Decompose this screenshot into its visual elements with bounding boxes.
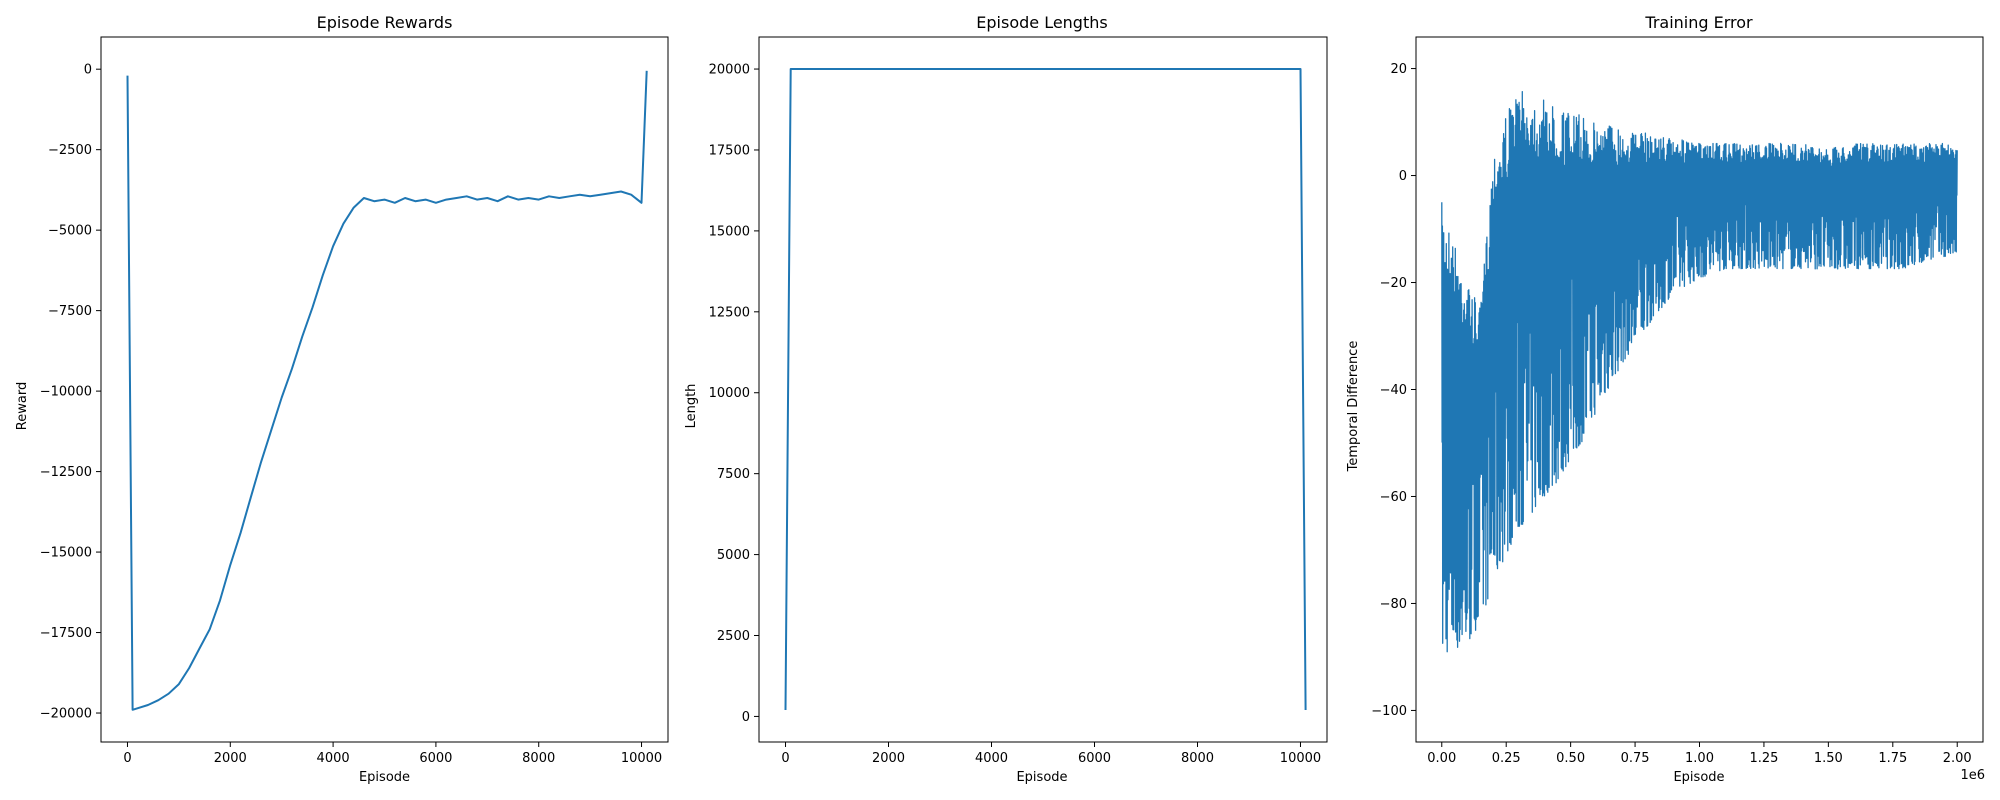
y-axis-label: Length	[684, 384, 699, 429]
y-tick-label: −12500	[40, 465, 92, 480]
y-tick-label: −2500	[48, 143, 92, 158]
chart-title: Episode Lengths	[976, 13, 1107, 32]
x-tick-label: 1.25	[1749, 751, 1778, 766]
y-tick-label: 2500	[717, 629, 750, 644]
x-tick-label: 2000	[214, 751, 247, 766]
x-tick-label: 1.00	[1685, 751, 1714, 766]
y-tick-label: −15000	[40, 546, 92, 561]
plot-frame	[1415, 36, 1984, 743]
x-tick-label: 0	[781, 751, 789, 766]
tick-group: 0.00 0.25 0.50 0.75 1.00 1.25 1.50 1.75 2.00 20 0 −…	[1371, 62, 1971, 766]
y-tick-label: 0	[1399, 169, 1407, 184]
y-tick-label: −7500	[48, 304, 92, 319]
tick-group: 0 2000 4000 6000 8000 10000 0 2500 5000 7500 10000…	[709, 63, 1322, 766]
y-tick-label: −100	[1371, 704, 1407, 719]
y-tick-label: 12500	[709, 305, 750, 320]
y-axis-label: Reward	[15, 382, 30, 430]
series-group	[126, 70, 648, 711]
x-tick-label: 0.75	[1621, 751, 1650, 766]
y-tick-label: 5000	[717, 548, 750, 563]
x-tick-label: 4000	[317, 751, 350, 766]
subplot-training-error: Training Error Episode Temporal Differen…	[1346, 13, 1985, 785]
x-tick-label: 2.00	[1943, 751, 1972, 766]
y-tick-label: −5000	[48, 224, 92, 239]
subplot-episode-lengths: Episode Lengths Episode Length 0 2000 4000…	[684, 13, 1328, 785]
x-tick-label: 0.00	[1427, 751, 1456, 766]
x-axis-multiplier: 1e6	[1960, 768, 1985, 783]
x-tick-label: 2000	[872, 751, 905, 766]
x-tick-label: 0.50	[1556, 751, 1585, 766]
y-tick-label: −10000	[40, 385, 92, 400]
y-tick-label: 15000	[709, 224, 750, 239]
x-tick-label: 1.50	[1814, 751, 1843, 766]
x-axis-label: Episode	[1673, 770, 1724, 785]
x-tick-label: 4000	[975, 751, 1008, 766]
y-tick-label: −60	[1380, 490, 1407, 505]
series-line	[784, 68, 1307, 711]
x-tick-label: 0	[123, 751, 131, 766]
series-group	[1441, 90, 1958, 653]
x-axis-label: Episode	[1016, 770, 1067, 785]
y-axis-label: Temporal Difference	[1346, 341, 1361, 473]
x-tick-label: 6000	[1078, 751, 1111, 766]
x-tick-label: 0.25	[1492, 751, 1521, 766]
series-line	[1441, 90, 1958, 653]
x-tick-label: 1.75	[1878, 751, 1907, 766]
plot-frame	[100, 36, 669, 743]
y-tick-label: 7500	[717, 467, 750, 482]
y-tick-label: 17500	[709, 143, 750, 158]
x-tick-label: 10000	[621, 751, 662, 766]
series-group	[784, 68, 1307, 711]
y-tick-label: −20	[1380, 276, 1407, 291]
chart-title: Episode Rewards	[317, 13, 453, 32]
chart-title: Training Error	[1644, 13, 1753, 32]
y-tick-label: 10000	[709, 386, 750, 401]
x-axis-label: Episode	[359, 770, 410, 785]
x-tick-label: 8000	[1181, 751, 1214, 766]
y-tick-label: 0	[742, 710, 750, 725]
plot-frame	[758, 36, 1328, 743]
y-tick-label: −40	[1380, 383, 1407, 398]
y-tick-label: 20	[1390, 62, 1407, 77]
tick-group: 0 2000 4000 6000 8000 10000 0 −2500 −5000 −7500 −1…	[40, 63, 662, 766]
y-tick-label: −17500	[40, 626, 92, 641]
y-tick-label: −20000	[40, 707, 92, 722]
x-tick-label: 10000	[1280, 751, 1321, 766]
x-tick-label: 8000	[522, 751, 555, 766]
series-line	[126, 70, 648, 711]
y-tick-label: −80	[1380, 597, 1407, 612]
y-tick-label: 0	[84, 63, 92, 78]
x-tick-label: 6000	[419, 751, 452, 766]
subplot-episode-rewards: Episode Rewards Episode Reward 0 2000 4000…	[15, 13, 669, 785]
y-tick-label: 20000	[709, 63, 750, 78]
